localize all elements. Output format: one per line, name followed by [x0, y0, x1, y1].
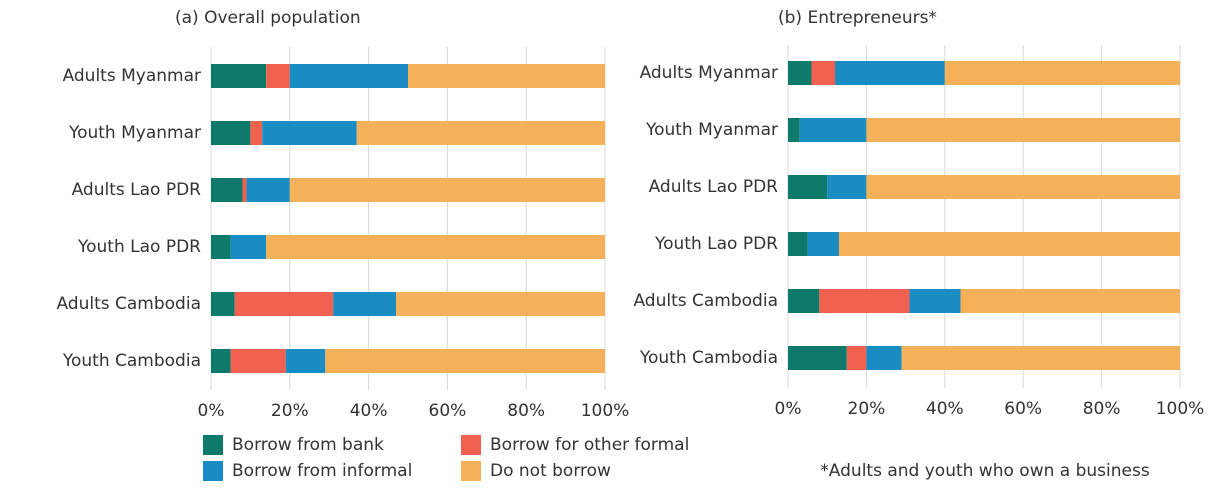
bar-segment — [211, 121, 251, 145]
x-tick-label: 60% — [429, 401, 467, 421]
bar-segment — [827, 175, 867, 199]
bar-segment — [211, 292, 235, 316]
y-tick-label: Adults Lao PDR — [72, 180, 202, 200]
bar-segment — [909, 289, 961, 313]
y-tick-label: Adults Cambodia — [633, 291, 778, 311]
bar-segment — [234, 292, 334, 316]
bar-segment — [819, 289, 910, 313]
bar-segment — [266, 235, 605, 259]
bar-segment — [211, 178, 243, 202]
bar-segment — [211, 235, 231, 259]
y-tick-label: Youth Cambodia — [62, 351, 201, 371]
bar-segment — [835, 61, 945, 85]
bar-segment — [960, 289, 1180, 313]
bar-segment — [266, 64, 290, 88]
bar-segment — [230, 235, 267, 259]
bar-segment — [230, 349, 286, 373]
bar-segment — [788, 118, 800, 142]
bar-segment — [788, 175, 828, 199]
bar-segment — [242, 178, 247, 202]
legend-swatch — [203, 435, 223, 455]
bar-segment — [250, 121, 263, 145]
bar-segment — [866, 175, 1180, 199]
y-tick-label: Youth Lao PDR — [77, 237, 201, 257]
bar-segment — [356, 121, 605, 145]
bar-segment — [866, 346, 902, 370]
y-tick-label: Adults Myanmar — [63, 66, 201, 86]
bar-segment — [807, 232, 839, 256]
bar-segment — [901, 346, 1180, 370]
legend-label: Borrow from bank — [232, 435, 384, 455]
bar-segment — [799, 118, 867, 142]
x-tick-label: 80% — [1083, 399, 1121, 419]
bar-segment — [811, 61, 836, 85]
bar-segment — [408, 64, 605, 88]
bar-segment — [246, 178, 290, 202]
x-tick-label: 0% — [775, 399, 802, 419]
bar-segment — [866, 118, 1180, 142]
chart-title: (b) Entrepreneurs* — [778, 8, 937, 28]
x-tick-label: 100% — [1156, 399, 1205, 419]
y-tick-label: Adults Cambodia — [56, 294, 201, 314]
bar-segment — [325, 349, 605, 373]
legend-swatch — [461, 435, 481, 455]
x-tick-label: 0% — [198, 401, 225, 421]
x-tick-label: 40% — [350, 401, 388, 421]
x-tick-label: 40% — [926, 399, 964, 419]
y-tick-label: Adults Lao PDR — [649, 177, 779, 197]
bar-segment — [285, 349, 326, 373]
footnote: *Adults and youth who own a business — [820, 461, 1150, 481]
y-tick-label: Youth Lao PDR — [654, 234, 778, 254]
bar-segment — [333, 292, 397, 316]
bar-segment — [396, 292, 605, 316]
x-tick-label: 80% — [507, 401, 545, 421]
legend-label: Borrow for other formal — [490, 435, 689, 455]
legend-swatch — [203, 461, 223, 481]
x-tick-label: 20% — [271, 401, 309, 421]
y-tick-label: Adults Myanmar — [640, 63, 778, 83]
bar-segment — [944, 61, 1180, 85]
legend-label: Borrow from informal — [232, 461, 412, 481]
y-tick-label: Youth Myanmar — [645, 120, 778, 140]
bar-segment — [788, 232, 808, 256]
bar-segment — [262, 121, 357, 145]
bar-segment — [289, 178, 605, 202]
x-tick-label: 20% — [848, 399, 886, 419]
bar-segment — [846, 346, 867, 370]
bar-segment — [211, 64, 267, 88]
bar-segment — [788, 289, 820, 313]
x-tick-label: 100% — [581, 401, 630, 421]
y-tick-label: Youth Myanmar — [68, 123, 201, 143]
bar-segment — [838, 232, 1180, 256]
bar-segment — [211, 349, 231, 373]
bar-segment — [289, 64, 408, 88]
bar-segment — [788, 346, 847, 370]
y-tick-label: Youth Cambodia — [639, 348, 778, 368]
bar-segment — [788, 61, 812, 85]
x-tick-label: 60% — [1004, 399, 1042, 419]
legend-swatch — [461, 461, 481, 481]
legend-label: Do not borrow — [490, 461, 611, 481]
chart-title: (a) Overall population — [175, 8, 361, 28]
